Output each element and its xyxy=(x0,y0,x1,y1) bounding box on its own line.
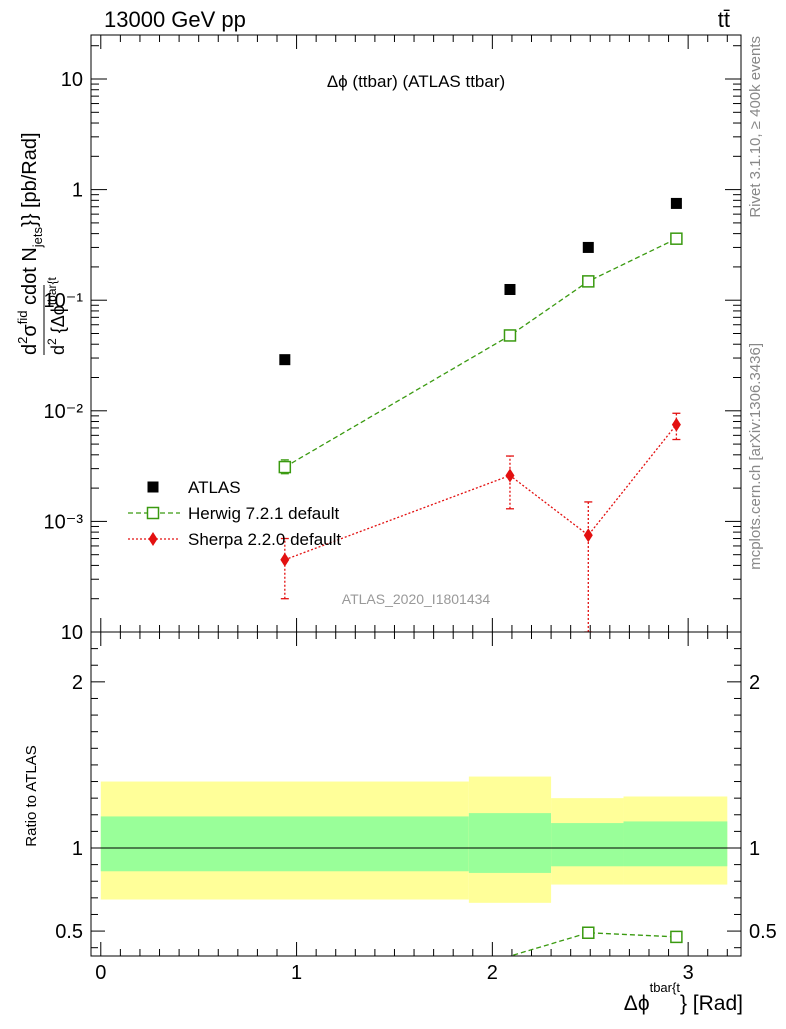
ratio-inner-band xyxy=(623,821,728,867)
analysis-watermark: ATLAS_2020_I1801434 xyxy=(342,591,491,607)
ratio-y-tick-label-right: 1 xyxy=(749,838,760,860)
legend-atlas-marker xyxy=(147,481,159,493)
ratio-plot-area xyxy=(504,926,683,970)
main-y-axis-label: d2σfid cdot Njets}} [pb/Rad] d2 {Δϕtbar{… xyxy=(15,132,68,355)
x-tick-label: 0 xyxy=(95,962,106,984)
x-tick-label: 2 xyxy=(487,962,498,984)
ratio-y-tick-label: 1 xyxy=(72,838,83,860)
ratio-inner-band xyxy=(551,823,624,867)
main-sherpa-line xyxy=(284,424,677,561)
ratio-y-tick-label: 2 xyxy=(72,672,83,694)
ratio-y-axis-label: Ratio to ATLAS xyxy=(23,745,40,846)
ratio-panel: 0.5 0.5 1 1 2 2 0 1 2 3 xyxy=(55,631,777,984)
ratio-uncertainty-bands xyxy=(91,776,741,903)
x-tick-label: 1 xyxy=(291,962,302,984)
ratio-y-tick-label: 0.5 xyxy=(55,921,83,943)
main-y-tick-label: 10⁻³ xyxy=(44,511,84,533)
main-herwig-point xyxy=(582,275,595,288)
main-y-tick-label: 10⁻² xyxy=(44,401,84,423)
legend-herwig-label: Herwig 7.2.1 default xyxy=(188,504,339,523)
main-y-tick-label: 10⁻¹ xyxy=(44,290,84,312)
header-process-label: 13000 GeV pp xyxy=(104,7,246,32)
main-axis-ticks: 10 10⁻³ 10⁻² 10⁻¹ 1 10 xyxy=(44,35,741,644)
legend-herwig-marker xyxy=(146,506,160,520)
ratio-axis-ticks: 0.5 0.5 1 1 2 2 0 1 2 3 xyxy=(55,632,777,984)
main-y-tick-label: 10 xyxy=(61,622,83,644)
main-plot-title: Δϕ (ttbar) (ATLAS ttbar) xyxy=(327,72,505,91)
legend-atlas-label: ATLAS xyxy=(188,478,241,497)
x-axis-label: Δϕtbar{t} [Rad] xyxy=(624,980,743,1015)
main-panel: 10 10⁻³ 10⁻² 10⁻¹ 1 10 Δϕ (ttbar) (ATLAS ttba… xyxy=(44,34,742,644)
main-atlas-point xyxy=(279,354,291,366)
ratio-herwig-point xyxy=(504,959,515,970)
main-sherpa-point xyxy=(505,468,515,483)
main-atlas-point xyxy=(504,283,516,295)
main-atlas-point xyxy=(582,241,594,253)
legend-sherpa-marker xyxy=(148,532,158,546)
x-tick-label: 3 xyxy=(683,962,694,984)
main-herwig-point xyxy=(503,329,517,342)
ratio-y-tick-label-right: 2 xyxy=(749,672,760,694)
main-y-tick-label: 1 xyxy=(72,180,83,202)
main-y-tick-label: 10 xyxy=(61,69,83,91)
ratio-frame xyxy=(90,631,742,957)
legend-sherpa-label: Sherpa 2.2.0 default xyxy=(188,530,341,549)
legend: ATLAS Herwig 7.2.1 default Sherpa 2.2.0 de… xyxy=(128,478,341,549)
ratio-herwig-line xyxy=(508,932,677,956)
main-atlas-point xyxy=(670,197,682,209)
main-herwig-line xyxy=(284,238,677,468)
main-herwig-point xyxy=(670,232,683,245)
header-final-state-label: tt̄ xyxy=(718,7,730,32)
mcplots-source-label: mcplots.cern.ch [arXiv:1306.3436] xyxy=(747,343,764,570)
main-plot-area xyxy=(278,197,683,632)
main-sherpa-point xyxy=(671,417,681,432)
svg-text:d2σfid cdot Njets}} [pb/Rad]: d2σfid cdot Njets}} [pb/Rad] xyxy=(15,132,45,355)
ratio-y-tick-label-right: 0.5 xyxy=(749,921,777,943)
main-sherpa-point xyxy=(583,528,593,543)
svg-text:d2 {Δϕtbar{t: d2 {Δϕtbar{t xyxy=(45,276,68,355)
ratio-inner-band xyxy=(468,813,552,873)
main-herwig-point xyxy=(278,460,292,474)
ratio-inner-band xyxy=(100,816,469,872)
rivet-version-label: Rivet 3.1.10, ≥ 400k events xyxy=(747,36,764,218)
ratio-herwig-point xyxy=(670,930,683,944)
main-sherpa-point xyxy=(280,552,290,567)
ratio-herwig-point xyxy=(582,926,595,939)
